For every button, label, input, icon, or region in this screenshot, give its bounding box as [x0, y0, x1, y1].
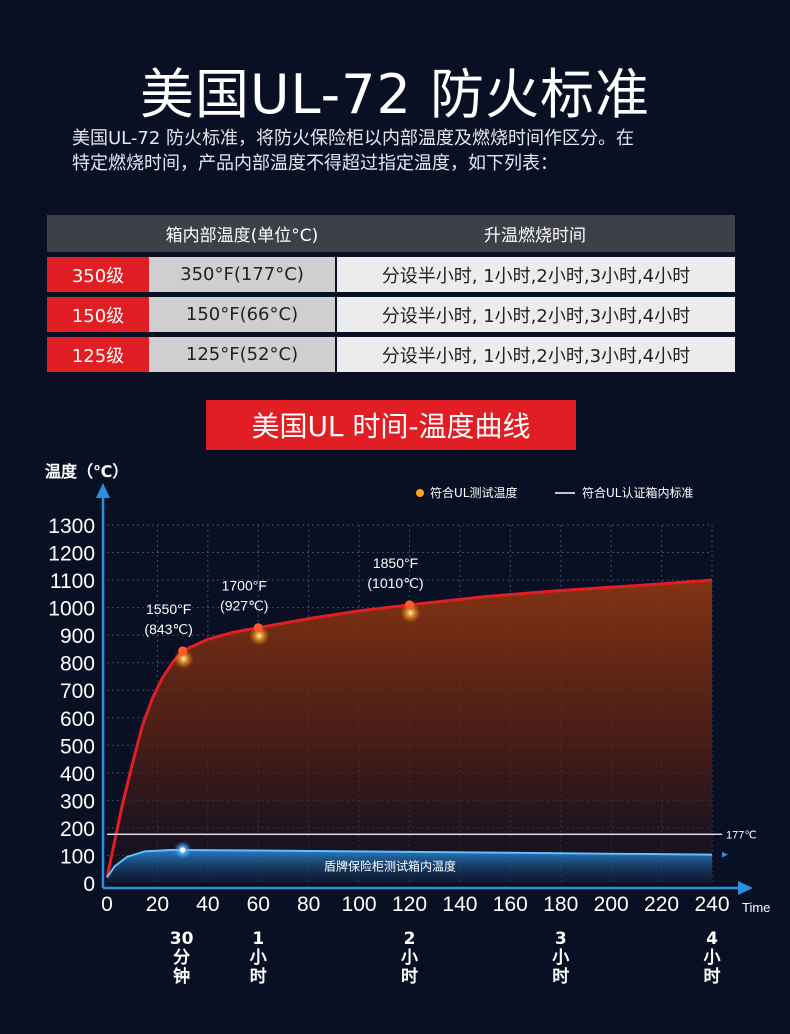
y-tick-label: 200: [60, 818, 95, 841]
x-tick-label: 40: [196, 893, 219, 916]
reference-line-label: 177℃: [726, 829, 757, 841]
annotation-label-f: 1550°F: [146, 601, 191, 617]
table-header-temp: 箱内部温度(单位°C): [165, 226, 319, 246]
y-tick-label: 1200: [48, 543, 95, 566]
safe-marker: [180, 847, 186, 853]
x-axis-title: Time: [742, 900, 770, 915]
legend-line-label: 符合UL认证箱内标准: [582, 485, 693, 500]
annotation-point: [178, 646, 188, 656]
x-tick-label: 160: [493, 893, 528, 916]
grade-cell: 150级: [47, 297, 149, 332]
x-tick-label: 100: [342, 893, 377, 916]
x-tick-label: 60: [247, 893, 270, 916]
y-tick-label: 400: [60, 763, 95, 786]
page-title: 美国UL-72 防火标准: [139, 63, 651, 126]
time-cell: 分设半小时, 1小时,2小时,3小时,4小时: [337, 297, 735, 332]
temp-cell: 125°F(52°C): [149, 337, 335, 372]
test-temperature-line: [105, 578, 713, 878]
annotation-label-f: 1850°F: [373, 555, 418, 571]
temp-cell: 350°F(177°C): [149, 257, 335, 292]
safe-temperature-area: [107, 849, 712, 883]
time-mark-label: 30 分钟: [169, 929, 194, 987]
table-header: 箱内部温度(单位°C) 升温燃烧时间: [47, 215, 735, 252]
y-tick-label: 300: [60, 790, 95, 813]
x-tick-label: 220: [644, 893, 679, 916]
x-tick-label: 80: [297, 893, 320, 916]
y-tick-label: 800: [60, 653, 95, 676]
time-cell: 分设半小时, 1小时,2小时,3小时,4小时: [337, 257, 735, 292]
table-header-time: 升温燃烧时间: [484, 226, 586, 246]
x-tick-label: 240: [694, 893, 729, 916]
time-cell: 分设半小时, 1小时,2小时,3小时,4小时: [337, 337, 735, 372]
annotation-glow: [249, 625, 270, 646]
test-temperature-area: [107, 580, 712, 883]
y-axis-arrow: [96, 483, 110, 498]
x-tick-label: 200: [594, 893, 629, 916]
time-temperature-chart: 177℃盾牌保险柜测试箱内温度温度（℃）Time0100200300400500…: [44, 462, 770, 916]
y-tick-label: 700: [60, 680, 95, 703]
legend-dot-label: 符合UL测试温度: [430, 485, 517, 500]
annotation-label-c: (843℃): [144, 621, 192, 637]
x-axis-arrow: [738, 881, 753, 895]
annotation-label-f: 1700°F: [222, 578, 267, 594]
grade-cell: 125级: [47, 337, 149, 372]
x-tick-label: 140: [442, 893, 477, 916]
y-tick-label: 600: [60, 708, 95, 731]
y-axis-title: 温度（℃）: [44, 462, 128, 481]
y-tick-label: 0: [83, 873, 95, 896]
y-tick-label: 1000: [48, 598, 95, 621]
annotation-point: [253, 623, 263, 633]
safe-temperature-label: 盾牌保险柜测试箱内温度: [324, 858, 456, 873]
x-tick-label: 20: [146, 893, 169, 916]
annotation-point: [405, 600, 414, 610]
y-tick-label: 1300: [48, 515, 95, 538]
y-tick-label: 900: [60, 625, 95, 648]
table-row: 125级 125°F(52°C) 分设半小时, 1小时,2小时,3小时,4小时: [47, 337, 735, 372]
annotation-label-c: (1010℃): [367, 575, 423, 591]
x-tick-label: 120: [392, 893, 427, 916]
intro-text: 美国UL-72 防火标准，将防火保险柜以内部温度及燃烧时间作区分。在 特定燃烧时…: [72, 126, 752, 176]
x-tick-label: 0: [101, 893, 113, 916]
table-row: 350级 350°F(177°C) 分设半小时, 1小时,2小时,3小时,4小时: [47, 257, 735, 292]
intro-line-1: 美国UL-72 防火标准，将防火保险柜以内部温度及燃烧时间作区分。在: [72, 128, 635, 149]
grade-cell: 350级: [47, 257, 149, 292]
annotation-glow: [173, 648, 194, 669]
y-tick-label: 500: [60, 735, 95, 758]
chart-banner: 美国UL 时间-温度曲线: [206, 400, 576, 450]
time-mark-labels: 30 分钟 1 小时 2 小时 3 小时 4 小时: [0, 925, 790, 995]
annotation-label-c: (927℃): [220, 598, 268, 614]
safe-line-arrow: [722, 851, 728, 858]
annotation-glow: [400, 602, 421, 623]
table-row: 150级 150°F(66°C) 分设半小时, 1小时,2小时,3小时,4小时: [47, 297, 735, 332]
standard-table: 箱内部温度(单位°C) 升温燃烧时间 350级 350°F(177°C) 分设半…: [47, 215, 735, 372]
legend-dot: [416, 489, 424, 497]
y-tick-label: 100: [60, 845, 95, 868]
y-tick-label: 1100: [50, 570, 95, 593]
temp-cell: 150°F(66°C): [149, 297, 335, 332]
x-tick-label: 180: [543, 893, 578, 916]
intro-line-2: 特定燃烧时间，产品内部温度不得超过指定温度，如下列表：: [72, 153, 558, 174]
